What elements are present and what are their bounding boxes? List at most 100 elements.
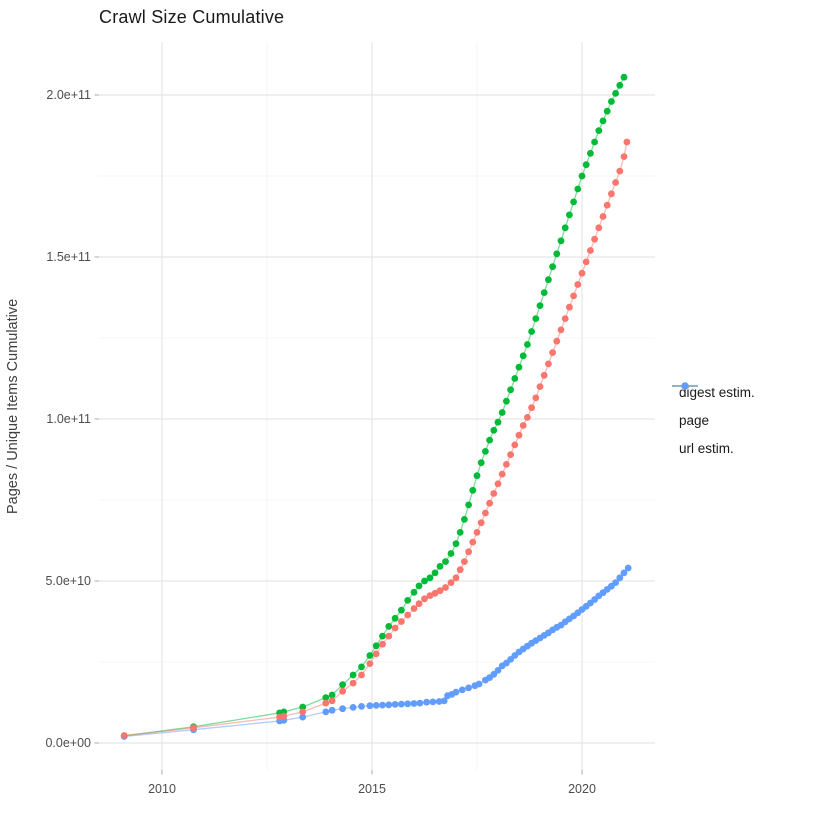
data-point bbox=[595, 224, 603, 232]
data-point bbox=[566, 211, 573, 219]
data-point bbox=[435, 698, 443, 705]
data-point bbox=[431, 589, 439, 597]
y-tick-label: 5.0e+10 bbox=[45, 574, 91, 588]
data-point bbox=[416, 699, 424, 707]
data-point bbox=[616, 81, 624, 89]
data-point bbox=[391, 624, 399, 632]
data-point bbox=[299, 713, 307, 721]
data-point bbox=[391, 614, 399, 622]
data-point bbox=[339, 687, 346, 695]
data-point bbox=[574, 281, 582, 288]
data-point bbox=[498, 409, 506, 416]
data-point bbox=[456, 529, 464, 536]
data-point bbox=[398, 700, 405, 708]
data-point bbox=[447, 579, 455, 586]
data-point bbox=[603, 201, 611, 209]
data-point bbox=[519, 422, 527, 429]
data-point bbox=[372, 642, 380, 650]
chart-title: Crawl Size Cumulative bbox=[99, 7, 285, 27]
data-point bbox=[624, 564, 632, 572]
data-point bbox=[620, 153, 628, 161]
data-point bbox=[582, 161, 590, 169]
data-point bbox=[421, 577, 428, 585]
data-point bbox=[379, 640, 386, 648]
data-point bbox=[404, 611, 412, 619]
data-point bbox=[322, 699, 330, 707]
data-point bbox=[532, 394, 540, 402]
data-point bbox=[358, 671, 365, 679]
data-point bbox=[545, 360, 552, 368]
data-point bbox=[498, 470, 506, 478]
gridlines-minor bbox=[99, 42, 655, 770]
data-point bbox=[398, 606, 405, 614]
data-point bbox=[620, 569, 628, 577]
data-point bbox=[431, 569, 439, 577]
data-point bbox=[540, 371, 548, 379]
data-point bbox=[612, 90, 619, 97]
data-point bbox=[469, 538, 477, 546]
legend-item-page: page bbox=[670, 382, 755, 434]
data-point bbox=[404, 700, 412, 708]
x-tick-label: 2015 bbox=[358, 782, 386, 796]
data-point bbox=[461, 516, 468, 523]
legend: digest estim. page url estim. bbox=[670, 378, 755, 462]
data-point bbox=[349, 704, 357, 711]
data-point bbox=[494, 480, 502, 488]
data-point bbox=[557, 326, 565, 334]
data-point bbox=[549, 349, 556, 356]
data-point bbox=[486, 499, 493, 507]
data-point bbox=[595, 127, 603, 134]
data-point bbox=[503, 397, 510, 405]
data-point bbox=[528, 404, 535, 412]
data-point bbox=[410, 700, 418, 707]
data-point bbox=[475, 680, 483, 688]
data-point bbox=[519, 352, 527, 360]
data-point bbox=[482, 448, 489, 455]
data-point bbox=[524, 414, 531, 421]
series-page bbox=[120, 73, 628, 740]
data-point bbox=[366, 652, 374, 659]
data-point bbox=[540, 289, 548, 296]
data-point bbox=[545, 276, 552, 284]
data-point bbox=[415, 582, 423, 590]
data-point bbox=[379, 632, 386, 640]
data-point bbox=[515, 431, 523, 439]
data-point bbox=[452, 540, 460, 548]
data-point bbox=[328, 697, 336, 705]
legend-label: url estim. bbox=[679, 440, 734, 456]
x-tick-label: 2010 bbox=[148, 782, 176, 796]
data-point bbox=[612, 579, 619, 586]
data-point bbox=[322, 694, 330, 701]
data-point bbox=[447, 550, 455, 557]
data-point bbox=[578, 269, 586, 277]
data-point bbox=[616, 167, 624, 175]
data-point bbox=[477, 519, 485, 527]
data-point bbox=[507, 386, 514, 394]
data-point bbox=[570, 292, 577, 300]
data-point bbox=[490, 426, 498, 434]
data-point bbox=[322, 708, 330, 716]
data-point bbox=[465, 548, 472, 556]
data-point bbox=[511, 375, 519, 382]
data-point bbox=[452, 688, 460, 696]
data-point bbox=[469, 486, 477, 494]
data-point bbox=[366, 702, 374, 710]
data-point bbox=[612, 179, 619, 186]
data-point bbox=[511, 441, 519, 449]
data-point bbox=[557, 237, 565, 245]
data-point bbox=[561, 315, 569, 322]
data-point bbox=[440, 697, 448, 705]
data-point bbox=[561, 224, 569, 232]
data-point bbox=[473, 472, 481, 480]
data-point bbox=[385, 701, 393, 709]
data-point bbox=[391, 701, 399, 708]
data-point bbox=[385, 623, 393, 630]
data-point bbox=[599, 213, 607, 220]
data-point bbox=[280, 712, 288, 720]
data-point bbox=[620, 73, 628, 81]
data-point bbox=[398, 618, 405, 625]
data-point bbox=[549, 263, 556, 271]
data-point bbox=[436, 563, 444, 570]
data-point bbox=[490, 490, 498, 497]
